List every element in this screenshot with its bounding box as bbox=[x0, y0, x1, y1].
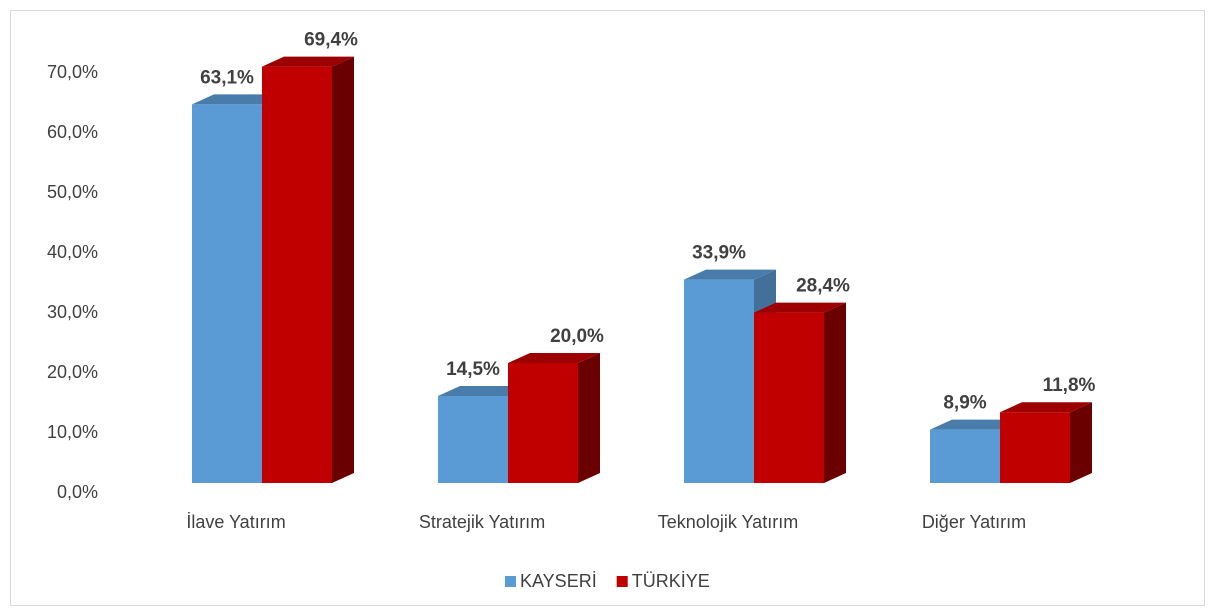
x-tick-label: Teknolojik Yatırım bbox=[658, 512, 798, 532]
bar bbox=[262, 66, 332, 483]
x-tick-label: Stratejik Yatırım bbox=[419, 512, 545, 532]
x-tick-label: İlave Yatırım bbox=[186, 512, 285, 532]
bar-side bbox=[578, 353, 600, 483]
legend-label: TÜRKİYE bbox=[632, 571, 710, 591]
value-label: 14,5% bbox=[446, 359, 500, 380]
y-tick-label: 20,0% bbox=[47, 362, 98, 382]
x-tick-label: Diğer Yatırım bbox=[922, 512, 1026, 532]
bar bbox=[1000, 412, 1070, 483]
y-tick-label: 50,0% bbox=[47, 182, 98, 202]
bar bbox=[192, 104, 262, 484]
bar-top bbox=[508, 353, 600, 363]
value-label: 20,0% bbox=[550, 326, 604, 347]
bar bbox=[930, 429, 1000, 483]
bar-top bbox=[438, 386, 530, 396]
bar-top bbox=[684, 269, 776, 280]
y-tick-label: 30,0% bbox=[47, 302, 98, 322]
value-label: 8,9% bbox=[943, 393, 986, 414]
y-tick-label: 0,0% bbox=[57, 482, 98, 502]
bar-top bbox=[1000, 402, 1092, 413]
bar-side bbox=[332, 56, 354, 483]
value-label: 63,1% bbox=[200, 67, 254, 88]
y-tick-label: 60,0% bbox=[47, 122, 98, 142]
bar-side bbox=[824, 302, 846, 483]
bar-top bbox=[930, 419, 1022, 430]
legend-swatch bbox=[616, 576, 628, 587]
value-label: 11,8% bbox=[1043, 375, 1096, 396]
bar bbox=[684, 279, 754, 483]
bar-top bbox=[754, 302, 846, 313]
legend-label: KAYSERİ bbox=[520, 571, 597, 591]
legend-swatch bbox=[505, 576, 516, 587]
y-tick-label: 10,0% bbox=[47, 422, 98, 442]
bar-side bbox=[1070, 402, 1092, 483]
value-label: 28,4% bbox=[796, 276, 850, 297]
bar bbox=[438, 396, 508, 483]
y-tick-label: 40,0% bbox=[47, 242, 98, 262]
bar-top bbox=[192, 94, 284, 105]
bar-top bbox=[262, 56, 354, 67]
bar bbox=[754, 312, 824, 483]
value-label: 69,4% bbox=[304, 30, 358, 51]
y-tick-label: 70,0% bbox=[47, 62, 98, 82]
value-label: 33,9% bbox=[692, 243, 746, 264]
bar bbox=[508, 363, 578, 483]
